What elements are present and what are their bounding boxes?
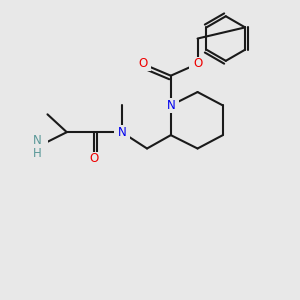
FancyBboxPatch shape [189, 57, 206, 71]
Text: N: N [167, 99, 175, 112]
FancyBboxPatch shape [85, 152, 102, 166]
Text: O: O [89, 152, 98, 165]
Text: N: N [33, 134, 41, 147]
FancyBboxPatch shape [114, 125, 130, 139]
FancyBboxPatch shape [134, 57, 151, 71]
FancyBboxPatch shape [163, 98, 179, 112]
Text: O: O [138, 57, 147, 70]
Text: H: H [33, 147, 41, 160]
Text: O: O [193, 57, 202, 70]
FancyBboxPatch shape [26, 134, 48, 161]
Text: N: N [117, 126, 126, 139]
